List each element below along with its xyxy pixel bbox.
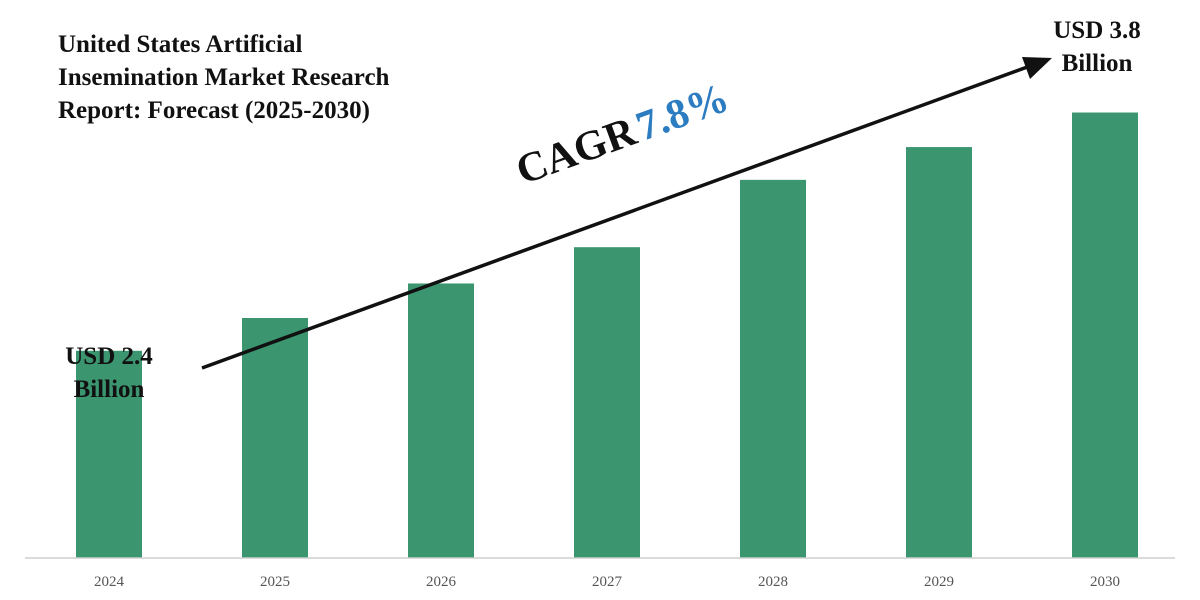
x-tick-label-2027: 2027 [592, 574, 623, 590]
x-tick-label-2030: 2030 [1090, 574, 1120, 590]
start-value-callout: USD 2.4 Billion [44, 340, 174, 406]
bar-2030 [1072, 112, 1138, 559]
bar-2025 [242, 317, 308, 558]
x-tick-label-2024: 2024 [94, 574, 125, 590]
trend-arrow [201, 57, 1052, 370]
chart-title: United States Artificial Insemination Ma… [58, 28, 478, 127]
x-axis-ticks: 2024 2025 2026 2027 2028 2029 2030 [94, 574, 1120, 590]
bars-group [76, 112, 1138, 559]
trend-arrow-head [1022, 57, 1052, 79]
trend-arrow-line [201, 64, 1031, 370]
chart-title-line-2: Insemination Market Research [58, 64, 390, 91]
x-tick-label-2028: 2028 [758, 574, 788, 590]
chart-title-line-3: Report: Forecast (2025-2030) [58, 97, 370, 124]
x-tick-label-2029: 2029 [924, 574, 954, 590]
x-tick-label-2025: 2025 [260, 574, 290, 590]
bar-2026 [408, 283, 474, 558]
end-value-callout: USD 3.8 Billion [1032, 14, 1162, 80]
bar-2029 [906, 147, 972, 558]
end-value-amount: USD 3.8 [1053, 17, 1141, 44]
bar-2024 [76, 350, 142, 558]
bar-2027 [574, 247, 640, 558]
start-value-unit: Billion [73, 376, 145, 403]
start-value-amount: USD 2.4 [65, 343, 153, 370]
bar-2028 [740, 179, 806, 559]
end-value-unit: Billion [1061, 50, 1133, 77]
chart-title-line-1: United States Artificial [58, 31, 303, 58]
x-tick-label-2026: 2026 [426, 574, 457, 590]
